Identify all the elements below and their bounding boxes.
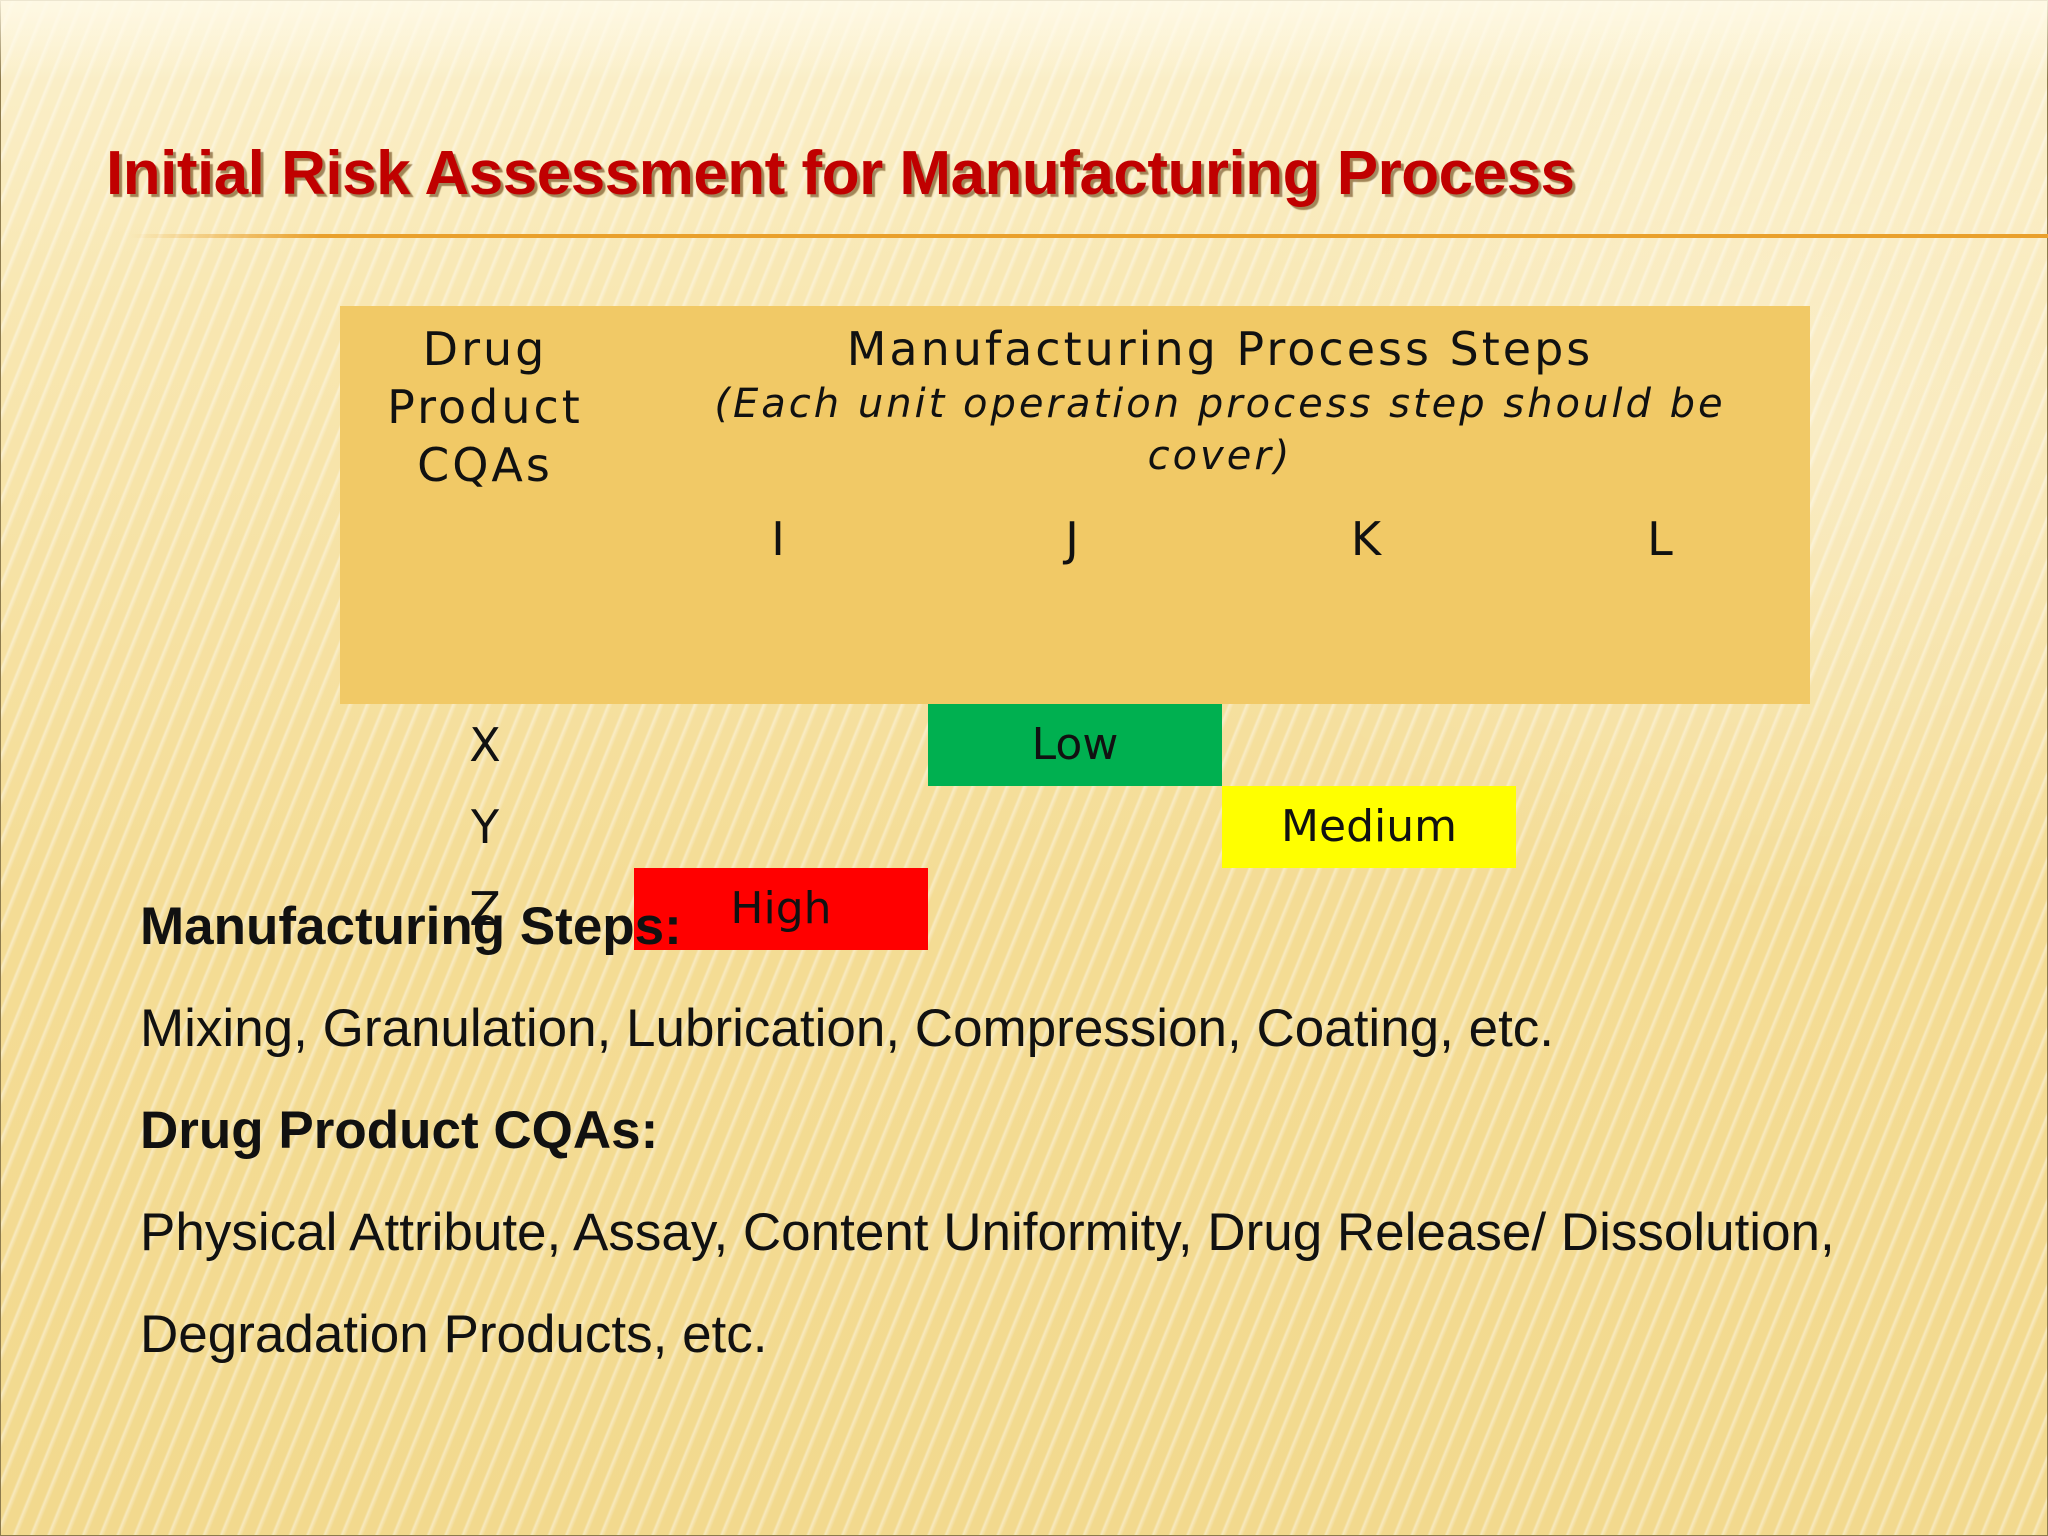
step-column-label-k: K	[1350, 512, 1382, 566]
slide-body-text: Manufacturing Steps: Mixing, Granulation…	[140, 876, 2040, 1386]
risk-cell-medium: Medium	[1222, 786, 1516, 868]
process-steps-header: Manufacturing Process Steps (Each unit o…	[690, 320, 1750, 482]
process-steps-note: (Each unit operation process step should…	[714, 381, 1726, 427]
cqa-header-line: CQAs	[417, 438, 553, 492]
process-steps-note: cover)	[1147, 433, 1293, 479]
manufacturing-steps-text: Mixing, Granulation, Lubrication, Compre…	[140, 999, 1555, 1058]
risk-cell-high: High	[634, 868, 928, 950]
process-steps-title: Manufacturing Process Steps	[846, 322, 1594, 376]
manufacturing-steps-heading: Manufacturing Steps:	[140, 897, 682, 956]
step-column-label-j: J	[1065, 512, 1079, 566]
cqa-header-line: Product	[387, 380, 583, 434]
cqa-row-label-z: Z	[469, 882, 501, 936]
risk-table-header-background	[340, 306, 1810, 704]
cqa-row-label-y: Y	[470, 800, 500, 854]
risk-cell-low: Low	[928, 704, 1222, 786]
slide-title: Initial Risk Assessment for Manufacturin…	[106, 139, 1575, 208]
step-column-label-i: I	[771, 512, 785, 566]
cqa-header-line: Drug	[422, 322, 548, 376]
title-underline	[130, 234, 2048, 238]
cqa-column-header: Drug Product CQAs	[340, 320, 630, 494]
drug-product-cqas-text: Physical Attribute, Assay, Content Unifo…	[140, 1203, 1835, 1262]
drug-product-cqas-heading: Drug Product CQAs:	[140, 1101, 659, 1160]
drug-product-cqas-text: Degradation Products, etc.	[140, 1305, 768, 1364]
cqa-row-label-x: X	[469, 718, 501, 772]
top-highlight-band	[0, 0, 2048, 80]
step-column-label-l: L	[1647, 512, 1673, 566]
